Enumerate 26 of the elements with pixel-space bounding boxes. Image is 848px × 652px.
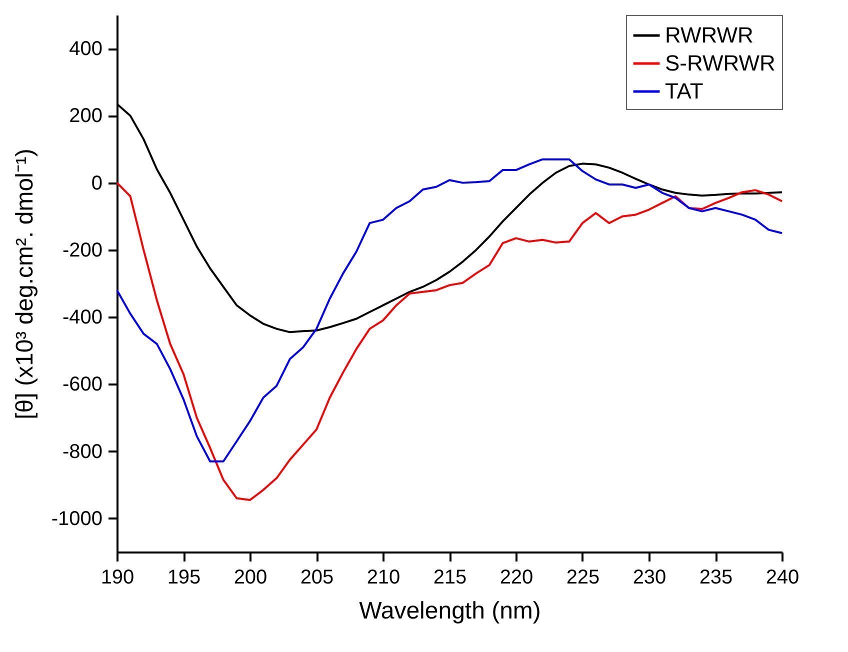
y-tick-label: -1000 <box>51 508 102 530</box>
y-axis-title: [θ] (x10³ deg.cm². dmol⁻¹) <box>11 148 38 420</box>
y-tick-label: -200 <box>62 239 102 262</box>
x-tick-label: 235 <box>699 566 733 588</box>
line-series <box>116 182 783 501</box>
x-tick-label: 240 <box>766 566 800 588</box>
y-tick-label: -400 <box>62 306 102 329</box>
line-series <box>116 158 783 462</box>
x-tick-label: 215 <box>433 566 467 588</box>
y-tick-label: 200 <box>69 105 102 128</box>
x-tick-label: 190 <box>100 566 134 588</box>
x-tick-label: 205 <box>300 566 334 588</box>
y-tick-label: 400 <box>69 38 102 60</box>
x-tick-label: 225 <box>566 566 600 588</box>
y-tick-label: -800 <box>62 440 102 463</box>
y-tick-label: 0 <box>91 172 102 194</box>
x-tick-label: 220 <box>500 566 534 588</box>
x-tick-label: 200 <box>234 566 268 588</box>
x-tick-label: 230 <box>632 566 666 588</box>
x-tick-label: 210 <box>366 566 400 588</box>
legend-label: RWRWR <box>665 22 754 48</box>
x-tick-label: 195 <box>167 566 201 588</box>
x-axis-title: Wavelength (nm) <box>359 598 541 624</box>
legend-label: S-RWRWR <box>665 50 776 76</box>
y-tick-label: -600 <box>62 374 102 396</box>
legend-label: TAT <box>665 78 704 104</box>
